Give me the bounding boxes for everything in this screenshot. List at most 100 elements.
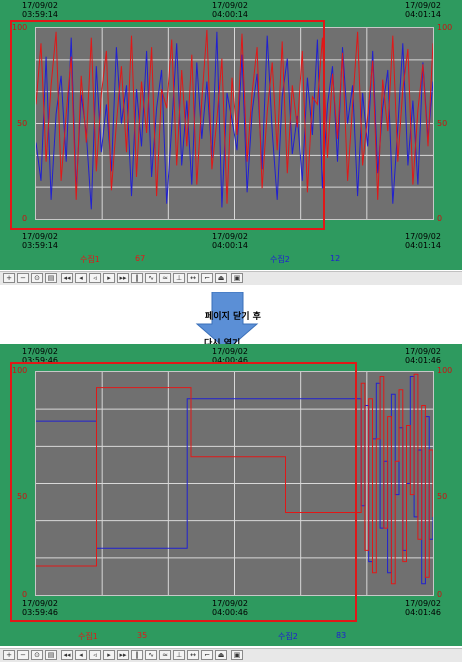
first-button[interactable]: ◂◂	[61, 650, 73, 660]
bottom-timestamp-right: 17/09/02 04:01:14	[405, 232, 441, 250]
play-back-icon: ◃	[93, 651, 97, 659]
play-back-icon: ◃	[93, 274, 97, 282]
y-tick-left-50: 50	[17, 492, 28, 501]
series-line-2	[36, 376, 433, 585]
first-button[interactable]: ◂◂	[61, 273, 73, 283]
range-icon: ↔	[190, 651, 196, 659]
legend-value-2: 83	[336, 631, 347, 640]
curve-a-icon: ∿	[148, 274, 154, 282]
bottom-timestamp-left: 17/09/02 03:59:14	[22, 232, 58, 250]
plot-area-1[interactable]	[35, 27, 434, 220]
marker-button[interactable]: ⊥	[173, 650, 185, 660]
zoom-in-button[interactable]: +	[3, 650, 15, 660]
legend-value-1: 67	[135, 254, 146, 263]
eject-button[interactable]: ⏏	[215, 650, 227, 660]
first-icon: ◂◂	[63, 651, 71, 659]
next-button[interactable]: ▸▸	[117, 650, 129, 660]
bottom-timestamp-left: 17/09/02 03:59:46	[22, 599, 58, 617]
bottom-timestamp-mid: 17/09/02 04:00:14	[212, 232, 248, 250]
chart-panel-2: 17/09/02 03:59:46 17/09/02 04:00:46 17/09/…	[0, 344, 462, 646]
series-line-1	[36, 29, 433, 204]
print-icon: ▤	[47, 651, 55, 659]
arrow-caption-1: 페이지 닫기 후	[205, 312, 261, 322]
y-tick-left-50: 50	[17, 119, 28, 128]
zoom-in-button[interactable]: +	[3, 273, 15, 283]
y-tick-right-100: 100	[437, 23, 453, 32]
prev-icon: ◂	[79, 651, 83, 659]
step-icon: ⌐	[204, 651, 210, 659]
step-button[interactable]: ⌐	[201, 273, 213, 283]
plot-area-2[interactable]	[35, 371, 434, 596]
curve-b-button[interactable]: ≈	[159, 273, 171, 283]
print-button[interactable]: ▤	[45, 650, 57, 660]
top-timestamp-right: 17/09/02 04:01:14	[405, 1, 441, 19]
highlight-box-2	[10, 362, 357, 622]
legend-value-1: 35	[137, 631, 148, 640]
zoom-out-button[interactable]: −	[17, 273, 29, 283]
save-button[interactable]: ▣	[231, 273, 243, 283]
curve-b-icon: ≈	[162, 651, 168, 659]
top-timestamp-mid: 17/09/02 04:00:14	[212, 1, 248, 19]
zoom-in-icon: +	[6, 651, 12, 659]
next-button[interactable]: ▸▸	[117, 273, 129, 283]
next-icon: ▸▸	[119, 274, 127, 282]
y-tick-left-0: 0	[22, 590, 28, 599]
save-button[interactable]: ▣	[231, 650, 243, 660]
pause-icon: ‖	[135, 274, 139, 282]
pause-icon: ‖	[135, 651, 139, 659]
zoom-reset-icon: ⊙	[34, 651, 40, 659]
prev-icon: ◂	[79, 274, 83, 282]
legend-label-2: 수집2	[270, 255, 290, 264]
prev-button[interactable]: ◂	[75, 273, 87, 283]
range-button[interactable]: ↔	[187, 273, 199, 283]
curve-a-button[interactable]: ∿	[145, 273, 157, 283]
save-icon: ▣	[233, 651, 241, 659]
play-button[interactable]: ▸	[103, 273, 115, 283]
series-line-1	[36, 373, 433, 585]
y-tick-right-100: 100	[437, 366, 453, 375]
marker-button[interactable]: ⊥	[173, 273, 185, 283]
y-tick-left-100: 100	[12, 366, 28, 375]
series-line-2	[36, 31, 433, 210]
zoom-reset-button[interactable]: ⊙	[31, 650, 43, 660]
play-back-button[interactable]: ◃	[89, 273, 101, 283]
marker-icon: ⊥	[175, 274, 183, 282]
print-button[interactable]: ▤	[45, 273, 57, 283]
play-icon: ▸	[107, 274, 111, 282]
range-icon: ↔	[190, 274, 196, 282]
zoom-reset-button[interactable]: ⊙	[31, 273, 43, 283]
eject-icon: ⏏	[217, 274, 225, 282]
step-icon: ⌐	[204, 274, 210, 282]
play-button[interactable]: ▸	[103, 650, 115, 660]
curve-a-icon: ∿	[148, 651, 154, 659]
playback-toolbar-2: + − ⊙ ▤ ◂◂ ◂ ◃ ▸ ▸▸ ‖ ∿ ≈ ⊥ ↔ ⌐ ⏏ ▣	[0, 648, 462, 662]
legend-label-1: 수집1	[78, 632, 98, 641]
y-tick-right-0: 0	[437, 590, 443, 599]
play-back-button[interactable]: ◃	[89, 650, 101, 660]
zoom-out-button[interactable]: −	[17, 650, 29, 660]
curve-b-icon: ≈	[162, 274, 168, 282]
y-tick-left-0: 0	[22, 214, 28, 223]
pause-button[interactable]: ‖	[131, 273, 143, 283]
prev-button[interactable]: ◂	[75, 650, 87, 660]
eject-button[interactable]: ⏏	[215, 273, 227, 283]
range-button[interactable]: ↔	[187, 650, 199, 660]
zoom-in-icon: +	[6, 274, 12, 282]
save-icon: ▣	[233, 274, 241, 282]
eject-icon: ⏏	[217, 651, 225, 659]
bottom-timestamp-right: 17/09/02 04:01:46	[405, 599, 441, 617]
print-icon: ▤	[47, 274, 55, 282]
curve-b-button[interactable]: ≈	[159, 650, 171, 660]
top-timestamp-left: 17/09/02 03:59:14	[22, 1, 58, 19]
step-button[interactable]: ⌐	[201, 650, 213, 660]
down-arrow-icon	[195, 292, 259, 351]
marker-icon: ⊥	[175, 651, 183, 659]
legend-value-2: 12	[330, 254, 341, 263]
playback-toolbar-1: + − ⊙ ▤ ◂◂ ◂ ◃ ▸ ▸▸ ‖ ∿ ≈ ⊥ ↔ ⌐ ⏏ ▣	[0, 271, 462, 285]
bottom-timestamp-mid: 17/09/02 04:00:46	[212, 599, 248, 617]
pause-button[interactable]: ‖	[131, 650, 143, 660]
y-tick-left-100: 100	[12, 23, 28, 32]
curve-a-button[interactable]: ∿	[145, 650, 157, 660]
chart-svg-1	[36, 28, 433, 219]
next-icon: ▸▸	[119, 651, 127, 659]
